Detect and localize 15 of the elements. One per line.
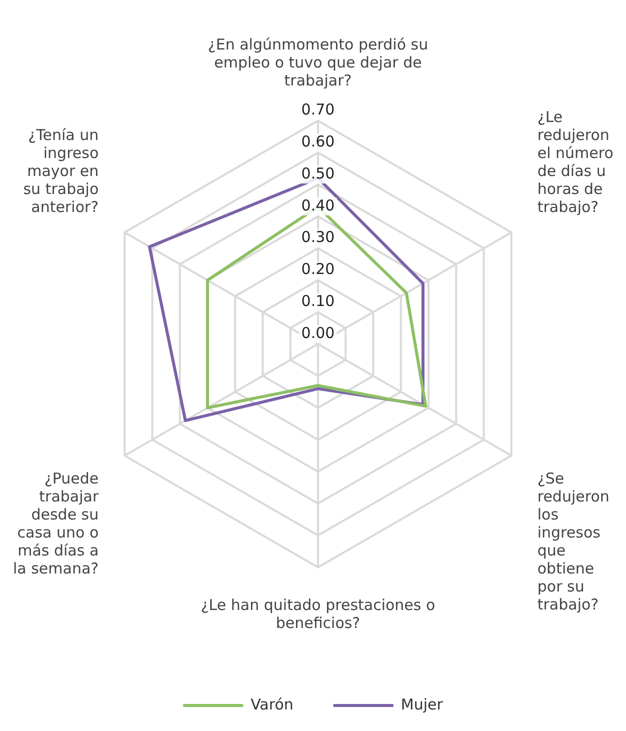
y-tick-label: 0.10 — [301, 292, 335, 310]
y-tick-label: 0.60 — [301, 132, 335, 150]
y-tick-label: 0.00 — [301, 324, 335, 342]
y-tick-label: 0.30 — [301, 228, 335, 246]
y-tick-label: 0.70 — [301, 100, 335, 119]
legend-label: Varón — [250, 695, 294, 714]
spoke-label: ¿Le han quitado prestaciones o beneficios? — [200, 596, 436, 632]
y-tick-label: 0.20 — [301, 260, 335, 278]
y-tick-label: 0.50 — [301, 164, 335, 182]
spoke-label: ¿En algúnmomento perdió su empleo o tuvo que dejar de trabajar? — [208, 36, 428, 90]
spoke-label: ¿Tenía un ingreso mayor en su trabajo anterior? — [23, 126, 99, 216]
spoke-label: ¿Le redujeron el número de días u horas de trabajo? — [537, 108, 614, 216]
spoke-label: ¿Puede trabajar desde su casa uno o más días a la semana? — [12, 470, 100, 578]
spoke-label: ¿Se redujeron los ingresos que obtiene por su trabajo? — [537, 470, 610, 614]
legend-label: Mujer — [400, 695, 444, 714]
